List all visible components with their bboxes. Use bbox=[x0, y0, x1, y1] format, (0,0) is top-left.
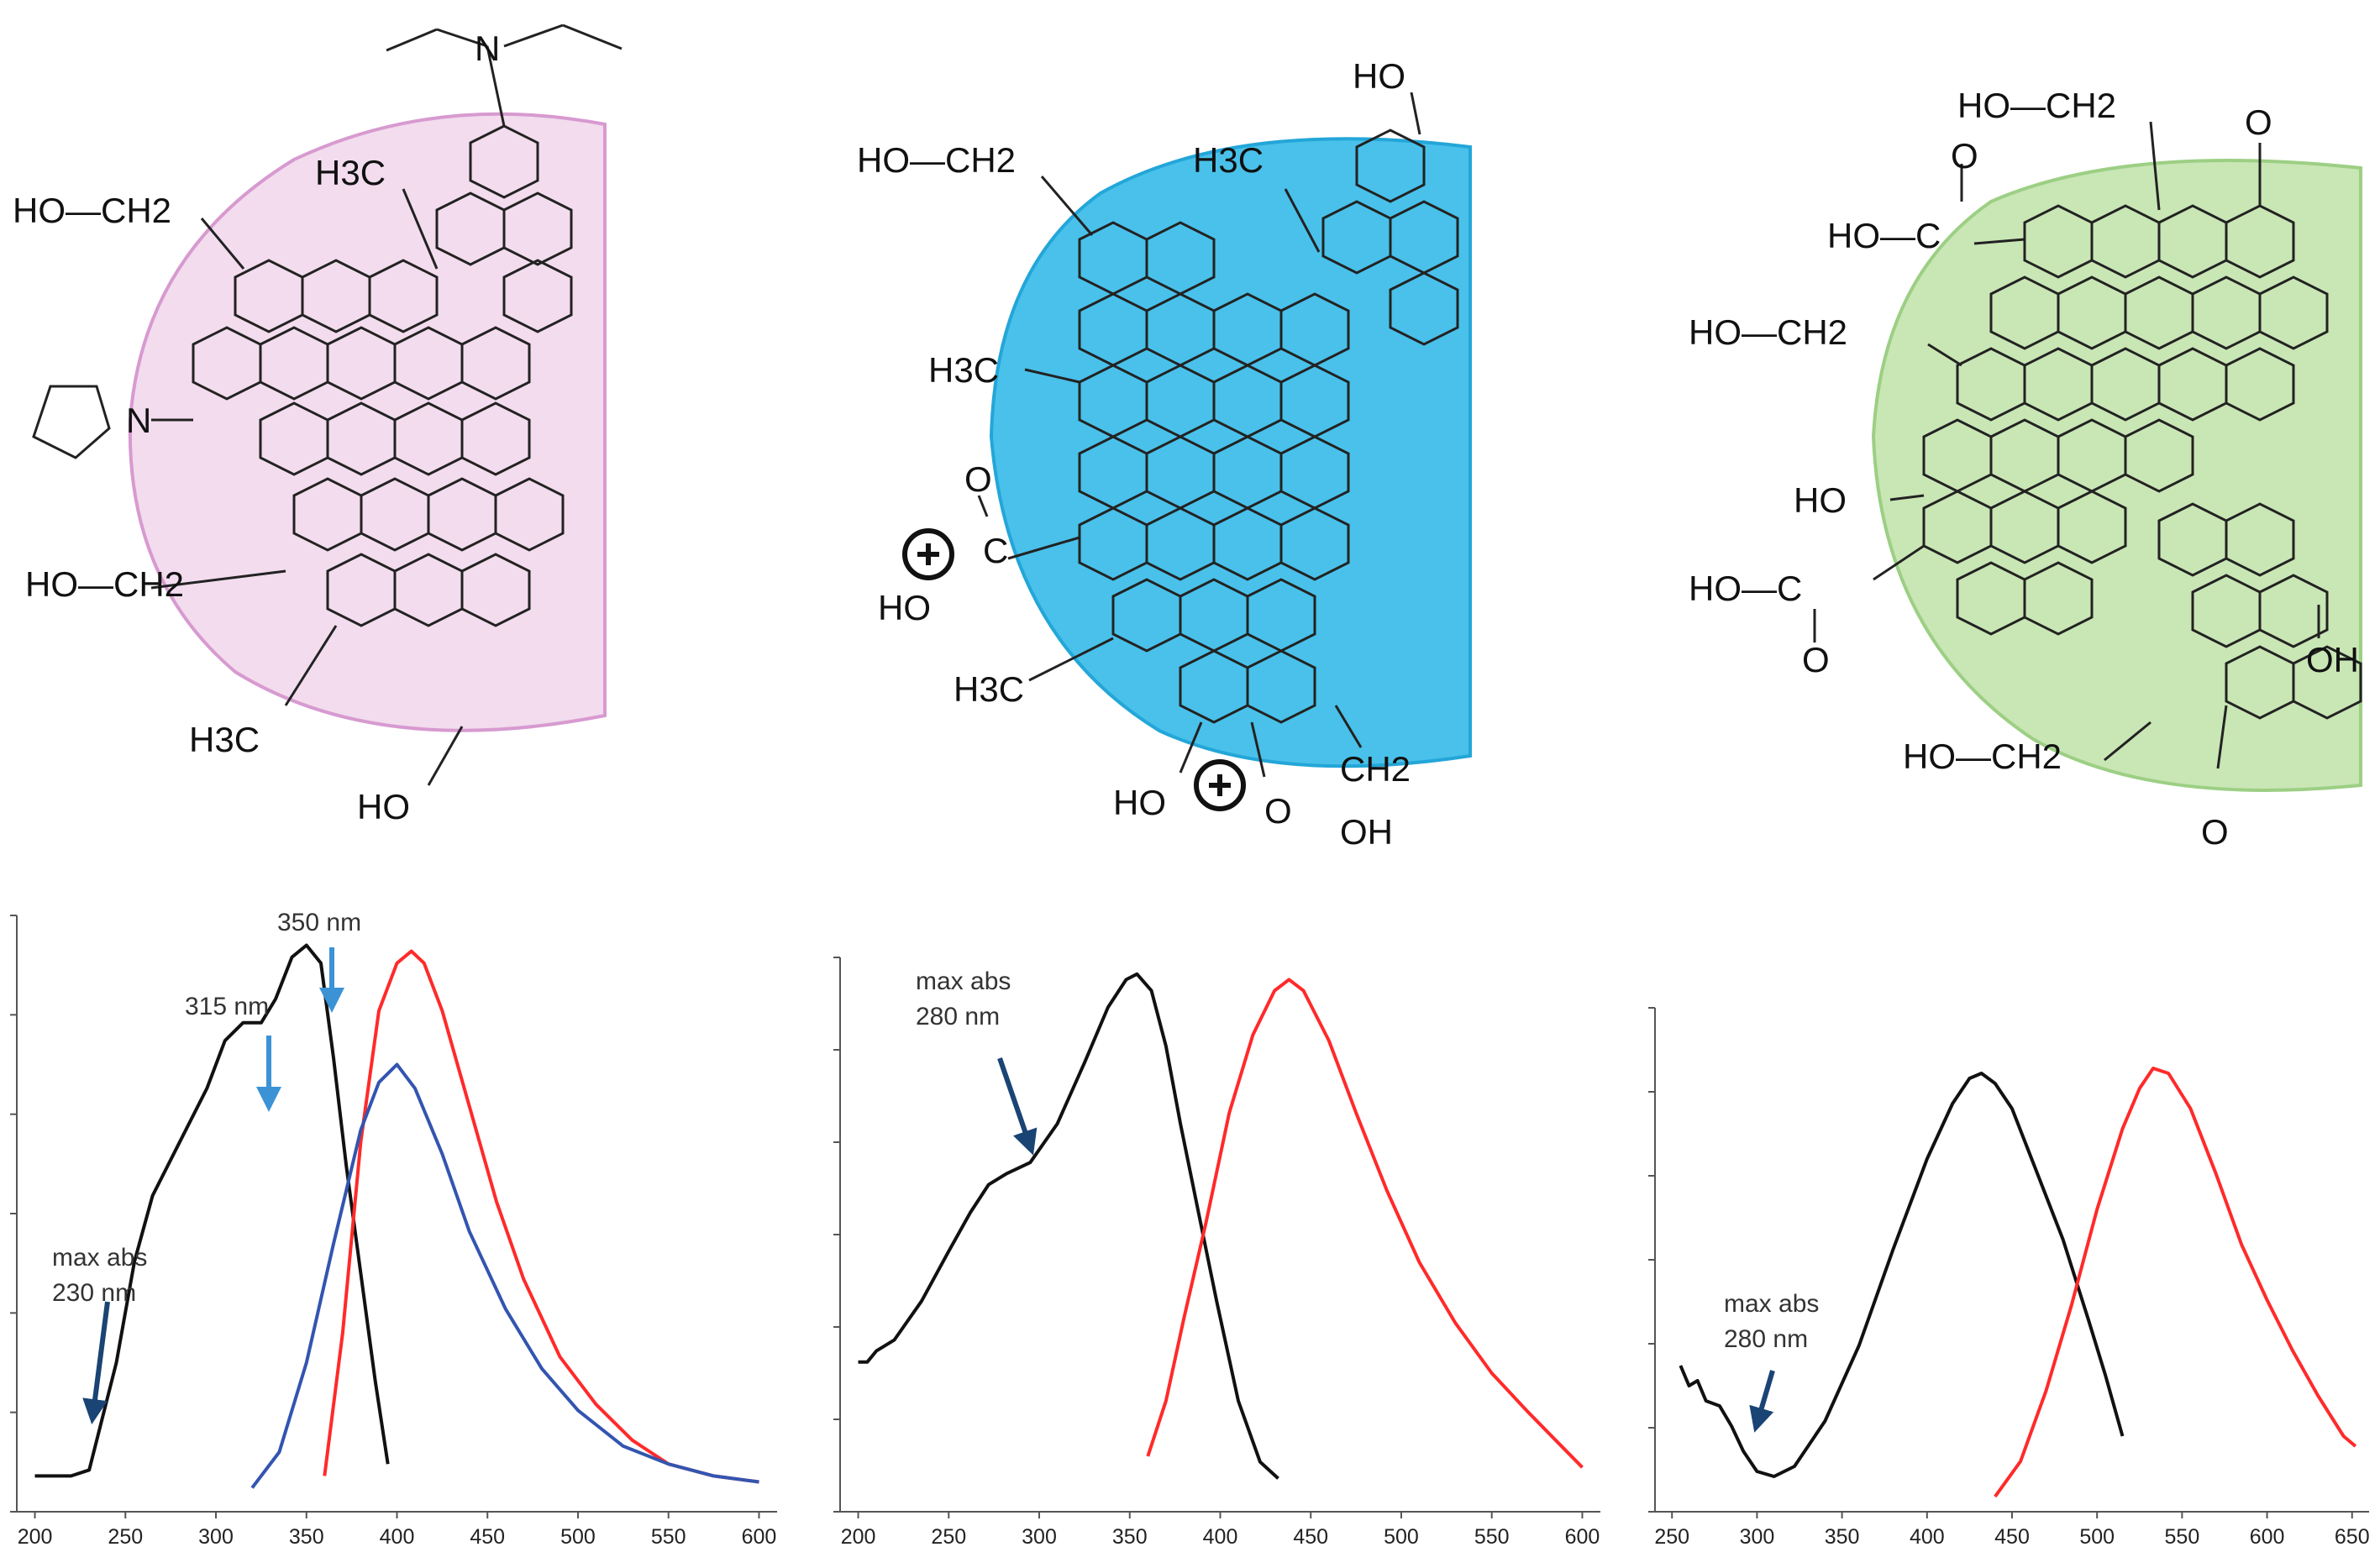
blue-dot-hexagons bbox=[1078, 128, 1459, 724]
x-tick-label: 550 bbox=[651, 1525, 686, 1549]
x-tick-label: 250 bbox=[1654, 1525, 1689, 1549]
x-tick-label: 350 bbox=[1825, 1525, 1860, 1549]
annotation-arrow bbox=[82, 1301, 110, 1424]
x-tick-label: 600 bbox=[2250, 1525, 2285, 1549]
x-tick-label: 500 bbox=[2079, 1525, 2115, 1549]
blue-group-h3c-mid: H3C bbox=[928, 350, 999, 390]
x-tick-label: 400 bbox=[1910, 1525, 1945, 1549]
annotation-label: 280 nm bbox=[916, 1003, 1000, 1030]
x-tick-label: 300 bbox=[1022, 1525, 1057, 1549]
pink-dot-groups: N HO—CH2 H3C N HO—CH2 H3C HO bbox=[13, 29, 500, 826]
x-tick-label: 650 bbox=[2335, 1525, 2370, 1549]
structure-green-dot: HO—CH2 O O HO—C HO—CH2 HO HO—C O OH HO—C… bbox=[1689, 86, 2362, 852]
annotation-label: max abs bbox=[916, 968, 1011, 995]
x-tick-label: 500 bbox=[1384, 1525, 1419, 1549]
structure-blue-dot: HO—CH2 H3C HO H3C O C HO H3C HO O CH2 OH bbox=[857, 56, 1472, 852]
series-line bbox=[34, 943, 390, 1478]
green-dot-groups: HO—CH2 O O HO—C HO—CH2 HO HO—C O OH HO—C… bbox=[1689, 86, 2359, 852]
x-tick-label: 450 bbox=[470, 1525, 505, 1549]
blue-dot-charges bbox=[902, 528, 1246, 811]
x-tick-label: 350 bbox=[289, 1525, 324, 1549]
pink-group-h3c-bottom: H3C bbox=[189, 720, 260, 759]
x-tick-label: 600 bbox=[1565, 1525, 1600, 1549]
green-group-o-top-left: O bbox=[1951, 136, 1978, 176]
pink-group-n-top: N bbox=[475, 29, 500, 68]
x-tick-label: 200 bbox=[18, 1525, 53, 1549]
blue-group-hoch2: HO—CH2 bbox=[857, 140, 1016, 180]
series-line bbox=[1994, 1067, 2357, 1498]
x-tick-label: 400 bbox=[1203, 1525, 1238, 1549]
pink-group-ho: HO bbox=[357, 787, 410, 826]
blue-dot-groups: HO—CH2 H3C HO H3C O C HO H3C HO O CH2 OH bbox=[857, 56, 1411, 852]
green-dot-hexagons bbox=[1922, 204, 2362, 720]
series-line bbox=[1146, 978, 1584, 1469]
annotation-label: 315 nm bbox=[185, 993, 269, 1020]
x-tick-label: 400 bbox=[380, 1525, 415, 1549]
pink-group-n-left: N bbox=[126, 401, 151, 440]
blue-group-ho-top: HO bbox=[1353, 56, 1405, 96]
green-dot-shape bbox=[1871, 159, 2362, 792]
x-tick-label: 200 bbox=[841, 1525, 876, 1549]
x-tick-label: 450 bbox=[1994, 1525, 2030, 1549]
annotation-label: 230 nm bbox=[52, 1279, 136, 1307]
green-group-hoch2-mid: HO—CH2 bbox=[1689, 312, 1847, 352]
pink-group-hoch2-top: HO—CH2 bbox=[13, 191, 171, 230]
x-tick-label: 350 bbox=[1112, 1525, 1148, 1549]
blue-group-h3c-bottom: H3C bbox=[954, 669, 1024, 709]
x-tick-label: 500 bbox=[560, 1525, 596, 1549]
spectrum-chart-3: 250 300 350 400 450 500 550 600 650 max abs 280 nm bbox=[1648, 1007, 2370, 1549]
pink-group-hoch2-bottom: HO—CH2 bbox=[25, 564, 184, 604]
x-tick-label: 550 bbox=[1474, 1525, 1510, 1549]
green-dot-bonds bbox=[1813, 121, 2320, 769]
green-group-hoc-top: HO—C bbox=[1827, 216, 1941, 255]
x-tick-label: 300 bbox=[1740, 1525, 1775, 1549]
blue-group-ho-bottom: HO bbox=[1113, 783, 1166, 822]
blue-group-c: C bbox=[983, 531, 1008, 570]
green-group-hoch2-top: HO—CH2 bbox=[1957, 86, 2116, 125]
series-line bbox=[858, 972, 1279, 1480]
blue-group-o-bottom: O bbox=[1264, 791, 1292, 831]
annotation-label: max abs bbox=[52, 1244, 147, 1272]
annotation-label: max abs bbox=[1724, 1290, 1819, 1318]
blue-dot-shape bbox=[989, 137, 1472, 768]
annotation-arrow bbox=[1749, 1370, 1775, 1433]
blue-group-h3c-top: H3C bbox=[1193, 140, 1264, 180]
series-line bbox=[250, 1062, 759, 1489]
spectrum-chart-2: 200 250 300 350 400 450 500 550 600 max abs 280 nm bbox=[833, 957, 1600, 1549]
green-group-o-top-right: O bbox=[2245, 102, 2272, 142]
x-tick-label: 550 bbox=[2165, 1525, 2200, 1549]
series-line bbox=[323, 949, 759, 1484]
annotation-arrow bbox=[997, 1057, 1038, 1156]
x-tick-label: 250 bbox=[931, 1525, 966, 1549]
x-tick-label: 250 bbox=[108, 1525, 143, 1549]
green-group-o-mid: O bbox=[1802, 640, 1830, 679]
pink-dot-shape bbox=[128, 112, 607, 732]
x-tick-label: 450 bbox=[1293, 1525, 1328, 1549]
blue-dot-bonds bbox=[977, 92, 1421, 778]
structure-pink-dot: N HO—CH2 H3C N HO—CH2 H3C HO bbox=[13, 24, 623, 826]
green-group-hoc-bottom: HO—C bbox=[1689, 569, 1802, 608]
x-tick-label: 300 bbox=[198, 1525, 234, 1549]
annotation-label: 350 nm bbox=[277, 909, 361, 936]
green-group-ho: HO bbox=[1794, 480, 1847, 520]
green-group-hoch2-bottom: HO—CH2 bbox=[1903, 737, 2062, 776]
blue-group-o-top: O bbox=[964, 459, 992, 499]
annotation-label: 280 nm bbox=[1724, 1325, 1808, 1353]
x-tick-label: 600 bbox=[742, 1525, 777, 1549]
blue-group-oh: OH bbox=[1340, 812, 1393, 852]
spectrum-chart-1: 200 250 300 350 400 450 500 550 600 350 nm 315 nm m… bbox=[10, 909, 777, 1549]
pink-group-h3c-top: H3C bbox=[315, 153, 386, 192]
blue-group-ho-left: HO bbox=[878, 588, 931, 627]
blue-group-ch2: CH2 bbox=[1340, 749, 1411, 789]
green-group-oh: OH bbox=[2306, 640, 2359, 679]
pink-dot-bonds bbox=[150, 24, 623, 786]
pink-dot-hexagons bbox=[32, 124, 573, 627]
green-group-o-bottom: O bbox=[2201, 812, 2229, 852]
series-line bbox=[1679, 1072, 2125, 1478]
